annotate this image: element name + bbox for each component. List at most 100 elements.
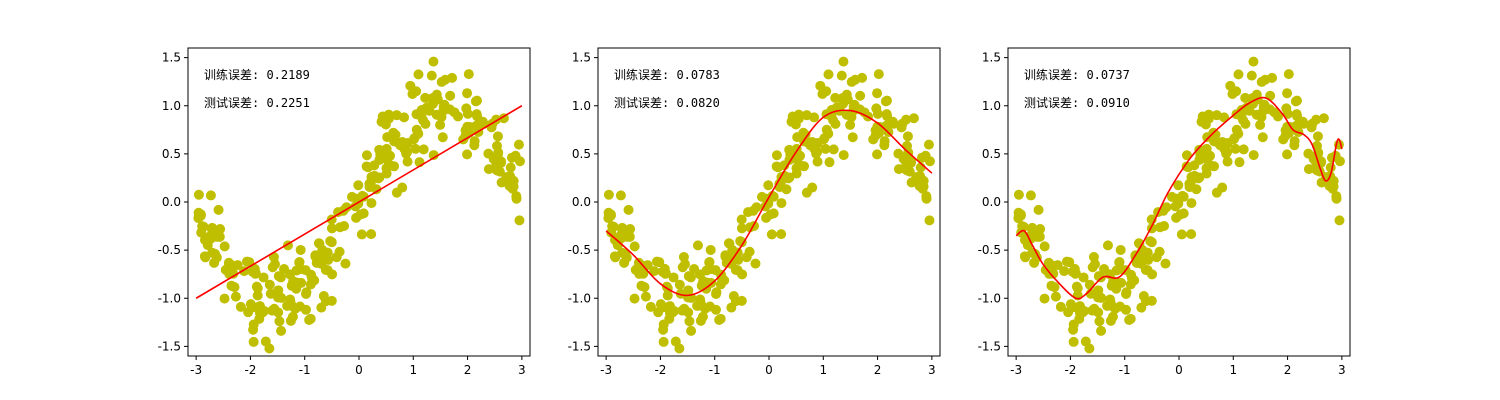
data-point [823, 69, 834, 80]
data-point [887, 116, 898, 127]
x-tick-label: 3 [518, 363, 526, 377]
y-tick-label: 0.0 [162, 195, 181, 209]
data-point [320, 296, 331, 307]
data-point [358, 208, 369, 219]
data-point [1189, 160, 1200, 171]
data-point [915, 171, 926, 182]
data-point [1334, 156, 1345, 167]
y-tick-label: -1.0 [158, 291, 181, 305]
data-point [366, 198, 377, 209]
data-point [248, 336, 259, 347]
data-point [491, 140, 502, 151]
data-point [397, 182, 408, 193]
data-point [333, 207, 344, 218]
data-point [426, 70, 437, 81]
data-point [1114, 257, 1125, 268]
data-point [1186, 229, 1197, 240]
data-point [871, 103, 882, 114]
data-point [1227, 88, 1238, 99]
data-point [369, 170, 380, 181]
data-point [1160, 258, 1171, 269]
data-point [668, 272, 679, 283]
data-point [505, 162, 516, 173]
data-point [1283, 69, 1294, 80]
x-tick-label: 0 [1175, 363, 1183, 377]
y-tick-label: -0.5 [158, 243, 181, 257]
data-point [923, 139, 934, 150]
data-point [1318, 113, 1329, 124]
data-point [1093, 292, 1104, 303]
x-tick-label: -2 [1064, 363, 1076, 377]
data-point [477, 116, 488, 127]
x-tick-label: -2 [244, 363, 256, 377]
data-point [803, 138, 814, 149]
data-point [1246, 70, 1257, 81]
data-point [846, 76, 857, 87]
data-point [285, 294, 296, 305]
data-point [1209, 161, 1220, 172]
data-point [1222, 156, 1233, 167]
data-point [880, 96, 891, 107]
data-point [697, 311, 708, 322]
data-point [873, 69, 884, 80]
data-point [756, 191, 767, 202]
data-point [625, 224, 636, 235]
data-point [1307, 118, 1318, 129]
data-point [603, 189, 614, 200]
data-point [1107, 311, 1118, 322]
data-point [793, 109, 804, 120]
data-point [1121, 288, 1132, 299]
x-tick-label: -1 [299, 363, 311, 377]
data-point [407, 88, 418, 99]
data-point [492, 149, 503, 160]
data-point [685, 272, 696, 283]
data-point [428, 150, 439, 161]
data-point [792, 132, 803, 143]
y-tick-label: 1.0 [162, 99, 181, 113]
data-point [1071, 281, 1082, 292]
data-point [470, 96, 481, 107]
data-point [872, 149, 883, 160]
data-point [1040, 264, 1051, 275]
data-point [658, 336, 669, 347]
data-point [692, 240, 703, 251]
data-point [511, 191, 522, 202]
data-point [369, 160, 380, 171]
data-point [1290, 96, 1301, 107]
data-point [1181, 150, 1192, 161]
data-point [287, 311, 298, 322]
data-point [828, 115, 839, 126]
data-point [743, 207, 754, 218]
data-point [275, 272, 286, 283]
y-tick-label: 0.0 [982, 195, 1001, 209]
data-point [741, 252, 752, 263]
data-point [824, 157, 835, 168]
data-point [1055, 301, 1066, 312]
data-point [1151, 252, 1162, 263]
data-point [901, 165, 912, 176]
data-point [624, 231, 635, 242]
data-point [1334, 215, 1345, 226]
data-point [413, 69, 424, 80]
data-point [662, 290, 673, 301]
data-point [658, 319, 669, 330]
data-point [698, 276, 709, 287]
data-point [1059, 266, 1070, 277]
x-tick-label: 2 [874, 363, 882, 377]
data-point [1205, 150, 1216, 161]
data-point [1256, 76, 1267, 87]
test-error-label: 测试误差: 0.0820 [614, 95, 720, 110]
data-point [1257, 132, 1268, 143]
data-point [767, 190, 778, 201]
data-point [924, 156, 935, 167]
data-point [235, 301, 246, 312]
data-point [1228, 134, 1239, 145]
x-tick-label: -2 [654, 363, 666, 377]
data-point [908, 113, 919, 124]
data-point [463, 69, 474, 80]
data-point [649, 266, 660, 277]
data-point [776, 198, 787, 209]
data-point [1248, 150, 1259, 161]
data-point [461, 103, 472, 114]
